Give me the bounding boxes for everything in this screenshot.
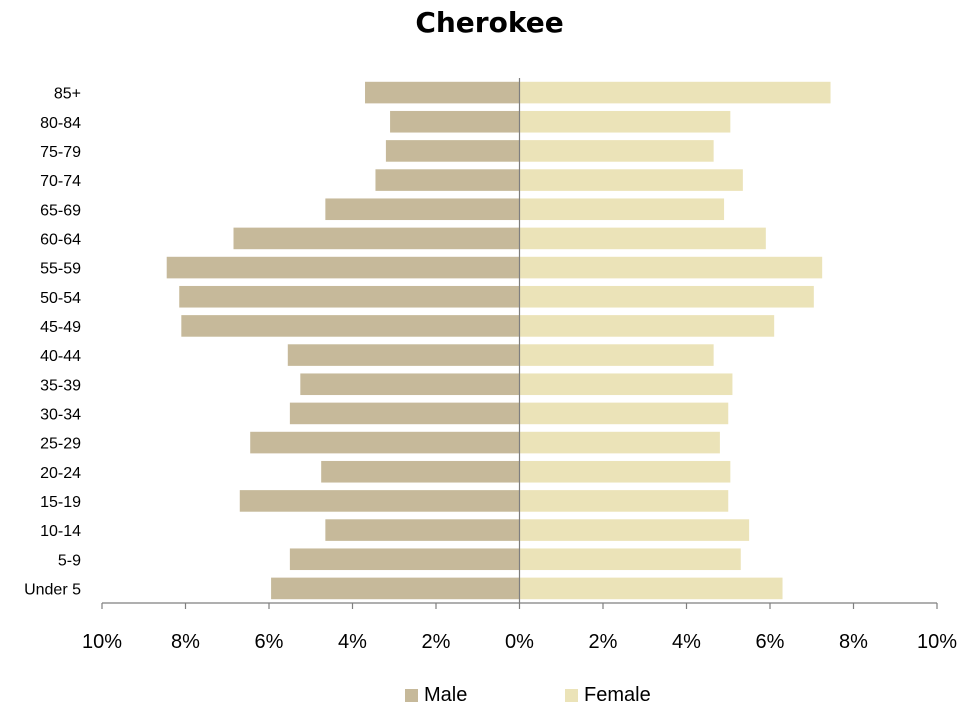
- x-tick-label: 6%: [255, 631, 284, 653]
- y-tick-label: 50-54: [40, 290, 81, 307]
- x-tick-label: 0%: [505, 631, 534, 653]
- x-tick-label: 10%: [917, 631, 957, 653]
- bar-female-75-79: [519, 140, 714, 162]
- bar-male-25-29: [250, 431, 520, 454]
- y-tick-label: 80-84: [40, 115, 81, 132]
- y-tick-label: 60-64: [40, 231, 81, 248]
- bar-female-20-24: [519, 460, 731, 483]
- x-tick-label: 8%: [171, 631, 200, 653]
- x-tick-label: 4%: [672, 631, 701, 653]
- y-tick-label: 40-44: [40, 348, 81, 365]
- bar-female-65-69: [519, 198, 725, 221]
- bar-male-40-44: [287, 344, 520, 366]
- bar-female-40-44: [519, 344, 714, 366]
- legend-label-male: Male: [424, 684, 468, 706]
- bar-female-15-19: [519, 490, 729, 512]
- x-tick-label: 10%: [82, 631, 122, 653]
- x-tick-label: 8%: [839, 631, 868, 653]
- bar-male-10-14: [325, 519, 520, 541]
- chart-title: Cherokee: [415, 6, 564, 39]
- bar-female-5-9: [519, 548, 741, 571]
- bar-male-80-84: [390, 110, 520, 133]
- bar-male-5-9: [289, 548, 520, 571]
- legend: Male Female: [0, 684, 979, 710]
- y-tick-label: 55-59: [40, 261, 81, 278]
- bar-male-15-19: [239, 490, 520, 512]
- y-tick-label: 85+: [54, 86, 81, 103]
- bar-male-75-79: [385, 140, 520, 162]
- bar-female-under-5: [519, 577, 783, 600]
- bar-male-20-24: [321, 460, 520, 483]
- legend-label-female: Female: [584, 684, 651, 706]
- y-tick-label: 5-9: [58, 552, 81, 569]
- y-tick-label: 20-24: [40, 465, 81, 482]
- bar-male-35-39: [300, 373, 520, 396]
- x-tick-label: 2%: [422, 631, 451, 653]
- bar-female-80-84: [519, 110, 731, 133]
- bar-male-45-49: [181, 315, 520, 337]
- bar-male-50-54: [179, 285, 520, 308]
- bar-female-55-59: [519, 256, 823, 279]
- y-tick-label: 75-79: [40, 144, 81, 161]
- y-tick-label: 30-34: [40, 406, 81, 423]
- bar-female-30-34: [519, 402, 729, 425]
- bar-male-60-64: [233, 227, 520, 250]
- legend-swatch-male: [405, 689, 418, 702]
- bar-female-45-49: [519, 315, 775, 337]
- y-tick-label: Under 5: [24, 581, 81, 598]
- y-tick-label: 70-74: [40, 173, 81, 190]
- x-tick-label: 2%: [589, 631, 618, 653]
- y-tick-label: 25-29: [40, 436, 81, 453]
- bar-male-70-74: [375, 169, 520, 191]
- legend-item-male: Male: [405, 684, 467, 707]
- legend-item-female: Female: [565, 684, 651, 707]
- bar-male-30-34: [289, 402, 520, 425]
- bar-female-85plus: [519, 81, 831, 104]
- bar-female-70-74: [519, 169, 743, 191]
- bar-male-55-59: [166, 256, 520, 279]
- bar-female-60-64: [519, 227, 766, 250]
- bar-female-25-29: [519, 431, 720, 454]
- y-tick-label: 45-49: [40, 319, 81, 336]
- bar-female-50-54: [519, 285, 814, 308]
- y-tick-label: 10-14: [40, 523, 81, 540]
- x-tick-label: 4%: [338, 631, 367, 653]
- legend-swatch-female: [565, 689, 578, 702]
- bar-female-35-39: [519, 373, 733, 396]
- bar-male-under-5: [271, 577, 520, 600]
- y-tick-label: 15-19: [40, 494, 81, 511]
- bar-female-10-14: [519, 519, 750, 541]
- y-tick-label: 65-69: [40, 202, 81, 219]
- x-tick-label: 6%: [756, 631, 785, 653]
- bar-male-65-69: [325, 198, 520, 221]
- bar-male-85plus: [365, 81, 520, 104]
- y-tick-label: 35-39: [40, 377, 81, 394]
